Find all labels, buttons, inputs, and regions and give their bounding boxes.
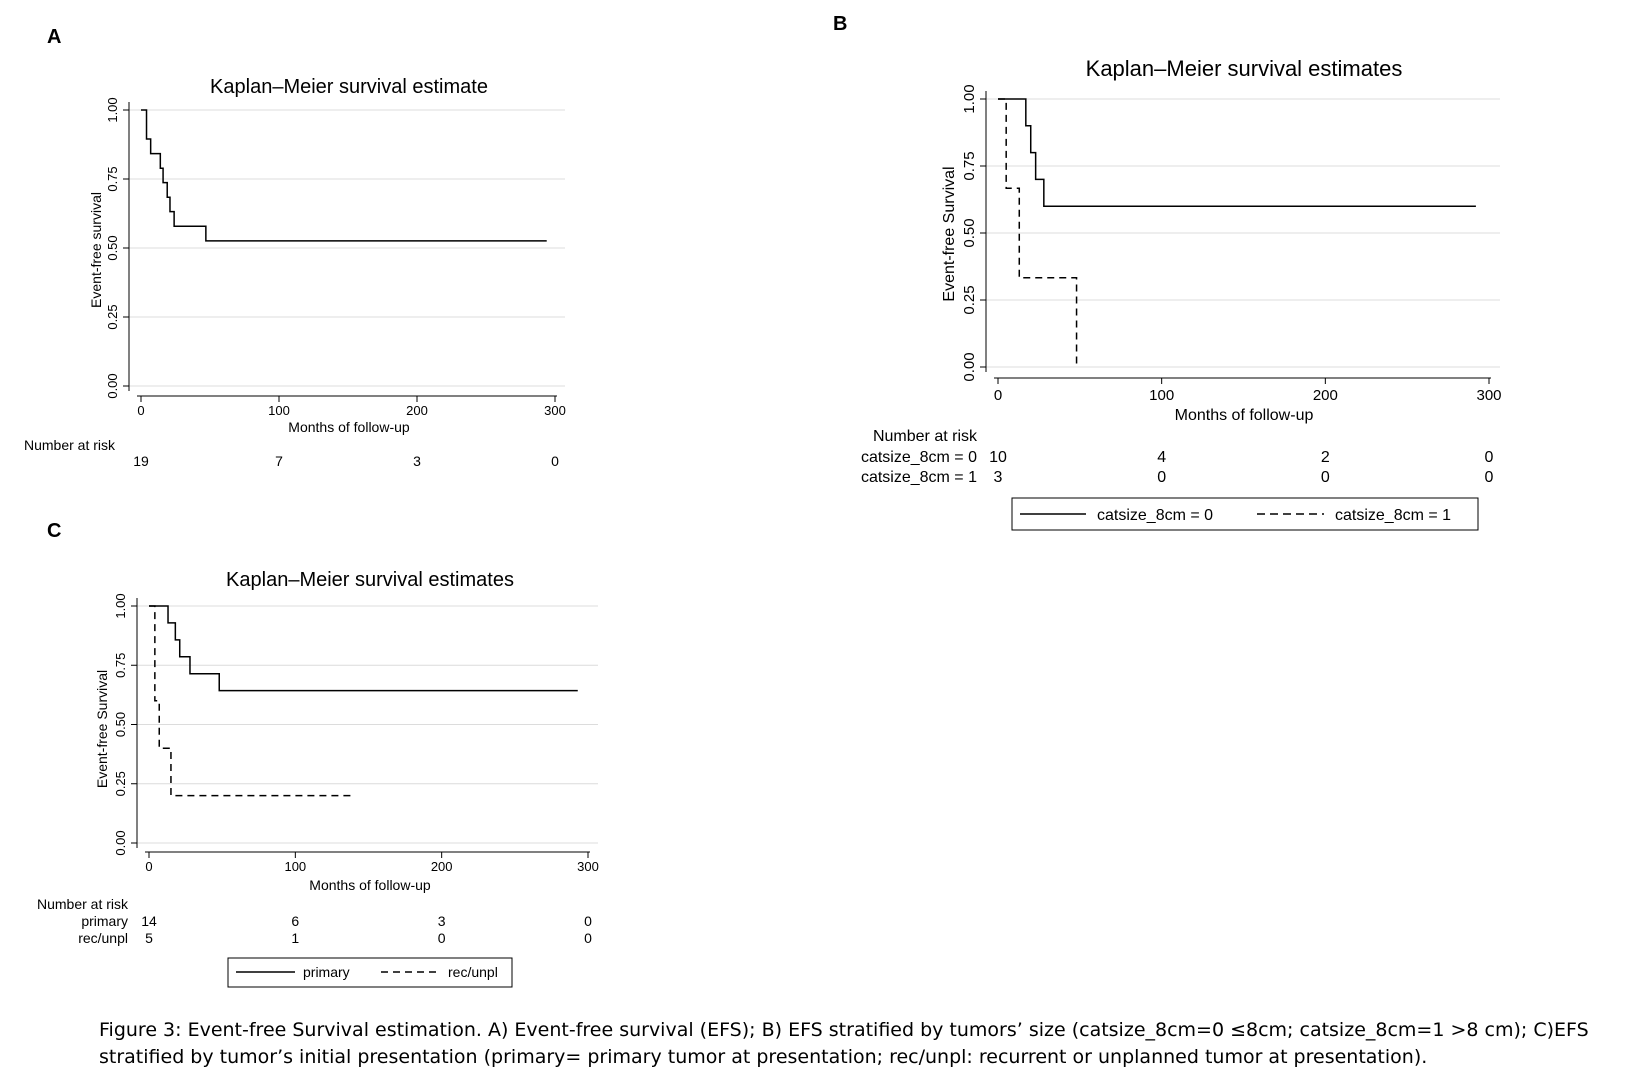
chart-panel-a: Kaplan–Meier survival estimate 0.000.250… (24, 76, 566, 469)
y-tick-label: 0.00 (113, 830, 128, 855)
chart-b-legend-label-0: catsize_8cm = 0 (1097, 507, 1213, 524)
y-tick-label: 0.25 (113, 771, 128, 796)
x-tick-label: 0 (145, 859, 152, 874)
y-tick-label: 0.00 (105, 373, 120, 398)
y-tick-label: 0.75 (105, 166, 120, 191)
risk-value: 19 (133, 453, 149, 469)
risk-value: 6 (291, 913, 299, 929)
x-tick-label: 200 (1313, 387, 1338, 404)
risk-value: 0 (438, 930, 446, 946)
chart-a-curves (141, 109, 547, 242)
chart-c-series-1 (149, 605, 351, 797)
chart-b-legend-box (1011, 497, 1479, 531)
y-tick-label: 0.25 (105, 304, 120, 329)
chart-a-axes: 0.00 0.25 0.50 0.75 1.00 0 100 200 300 (105, 97, 566, 418)
y-tick-label: 0.50 (961, 218, 978, 247)
x-tick-label: 0 (994, 387, 1002, 404)
risk-value: 5 (145, 930, 153, 946)
chart-a-risk-table: 19 7 3 0 (133, 453, 559, 469)
risk-value: 4 (1157, 449, 1166, 466)
x-tick-label: 0 (137, 403, 144, 418)
chart-c-risk-header: Number at risk (37, 896, 129, 912)
chart-b-risk-table: catsize_8cm = 0 10 4 2 0 catsize_8cm = 1 3 0 0 0 (861, 449, 1494, 486)
chart-c-legend: primary rec/unpl (227, 957, 513, 988)
chart-c-ylabel: Event-free Survival (94, 670, 110, 788)
chart-b-legend: catsize_8cm = 0 catsize_8cm = 1 (1011, 497, 1479, 531)
x-tick-label: 100 (268, 403, 290, 418)
risk-value: 7 (275, 453, 283, 469)
chart-c-legend-label-1: rec/unpl (448, 964, 498, 980)
risk-value: 3 (438, 913, 446, 929)
risk-value: 0 (1485, 449, 1494, 466)
risk-row-label: catsize_8cm = 0 (861, 449, 977, 466)
chart-b-series-0 (998, 98, 1476, 207)
panel-letter-b: B (833, 13, 847, 35)
y-tick-label: 0.75 (113, 653, 128, 678)
chart-c-curves (149, 605, 578, 797)
panel-letter-c: C (47, 520, 61, 542)
figure-caption: Figure 3: Event-free Survival estimation… (99, 1019, 1589, 1068)
risk-row-label: rec/unpl (78, 930, 128, 946)
risk-row-label: catsize_8cm = 1 (861, 469, 977, 486)
chart-c-legend-box (227, 957, 513, 988)
y-tick-label: 0.50 (105, 235, 120, 260)
risk-row-label: primary (81, 913, 128, 929)
chart-panel-c: Kaplan–Meier survival estimates 0.00 0.25… (37, 569, 599, 988)
chart-panel-b: Kaplan–Meier survival estimates 0.00 0.25… (861, 56, 1502, 531)
chart-a-ylabel: Event-free survival (88, 192, 104, 308)
chart-c-legend-label-0: primary (303, 964, 350, 980)
risk-value: 0 (584, 913, 592, 929)
chart-a-series-0 (141, 109, 547, 242)
risk-value: 10 (989, 449, 1007, 466)
chart-c-axes: 0.00 0.25 0.50 0.75 1.00 0 100 200 300 (113, 593, 599, 874)
x-tick-label: 300 (1476, 387, 1501, 404)
risk-value: 14 (141, 913, 157, 929)
chart-a-risk-header: Number at risk (24, 437, 116, 453)
risk-value: 1 (291, 930, 299, 946)
chart-b-xlabel: Months of follow-up (1175, 407, 1314, 424)
risk-value: 2 (1321, 449, 1330, 466)
y-tick-label: 1.00 (113, 593, 128, 618)
chart-c-title: Kaplan–Meier survival estimates (226, 569, 514, 591)
y-tick-label: 1.00 (105, 97, 120, 122)
chart-b-ylabel: Event-free Survival (941, 166, 958, 301)
y-tick-label: 0.00 (961, 352, 978, 381)
x-tick-label: 100 (1149, 387, 1174, 404)
x-tick-label: 200 (431, 859, 453, 874)
risk-value: 3 (994, 469, 1003, 486)
risk-value: 0 (584, 930, 592, 946)
x-tick-label: 300 (577, 859, 599, 874)
chart-b-legend-label-1: catsize_8cm = 1 (1335, 507, 1451, 524)
panel-letter-a: A (47, 26, 61, 48)
chart-c-series-0 (149, 605, 578, 692)
chart-a-title: Kaplan–Meier survival estimate (210, 76, 488, 98)
y-tick-label: 0.50 (113, 712, 128, 737)
chart-c-xlabel: Months of follow-up (309, 877, 431, 893)
chart-b-series-1 (998, 98, 1078, 367)
chart-b-risk-header: Number at risk (873, 428, 978, 445)
chart-b-axes: 0.00 0.25 0.50 0.75 1.00 0 100 200 300 (961, 84, 1502, 404)
chart-b-curves (998, 98, 1476, 367)
y-tick-label: 1.00 (961, 84, 978, 113)
chart-c-gridlines (137, 605, 598, 844)
chart-a-xlabel: Months of follow-up (288, 419, 410, 435)
risk-value: 0 (551, 453, 559, 469)
risk-value: 0 (1157, 469, 1166, 486)
risk-value: 3 (413, 453, 421, 469)
y-tick-label: 0.25 (961, 285, 978, 314)
x-tick-label: 200 (406, 403, 428, 418)
chart-b-gridlines (986, 98, 1500, 368)
risk-value: 0 (1321, 469, 1330, 486)
y-tick-label: 0.75 (961, 151, 978, 180)
chart-a-gridlines (129, 109, 565, 387)
chart-b-title: Kaplan–Meier survival estimates (1086, 56, 1403, 81)
x-tick-label: 300 (544, 403, 566, 418)
x-tick-label: 100 (284, 859, 306, 874)
risk-value: 0 (1485, 469, 1494, 486)
